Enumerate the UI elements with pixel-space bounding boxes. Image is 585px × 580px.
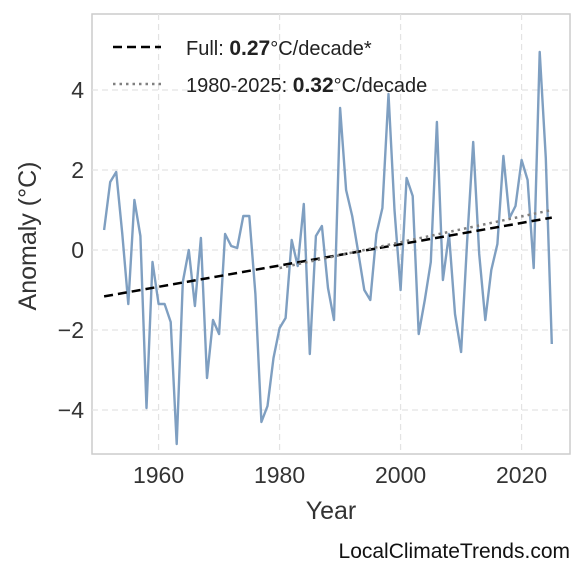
- legend: Full: 0.27°C/decade* 1980-2025: 0.32°C/d…: [113, 37, 427, 97]
- x-tick-label: 1960: [133, 462, 184, 488]
- x-tick-label: 1980: [254, 462, 305, 488]
- x-axis-label: Year: [306, 497, 357, 525]
- full-trend-line: [103, 216, 553, 298]
- y-tick-labels: −4 −2 0 2 4: [58, 77, 84, 423]
- anomaly-series-line: [102, 50, 553, 446]
- y-tick-label: −2: [58, 317, 84, 343]
- x-tick-labels: 1960 1980 2000 2020: [133, 462, 547, 488]
- y-tick-label: 4: [71, 77, 84, 103]
- series-group: [102, 50, 553, 446]
- x-tick-label: 2000: [375, 462, 426, 488]
- y-tick-label: −4: [58, 397, 84, 423]
- legend-label-full: Full: 0.27°C/decade*: [186, 37, 372, 60]
- source-credit: LocalClimateTrends.com: [338, 540, 570, 563]
- y-axis-label: Anomaly (°C): [14, 162, 42, 311]
- legend-label-1980-2025: 1980-2025: 0.32°C/decade: [186, 74, 427, 97]
- y-tick-label: 2: [71, 157, 84, 183]
- recent-trend-line: [279, 208, 553, 270]
- x-tick-label: 2020: [496, 462, 547, 488]
- plot-area: [91, 13, 571, 455]
- y-tick-label: 0: [71, 237, 84, 263]
- grid: [92, 14, 570, 454]
